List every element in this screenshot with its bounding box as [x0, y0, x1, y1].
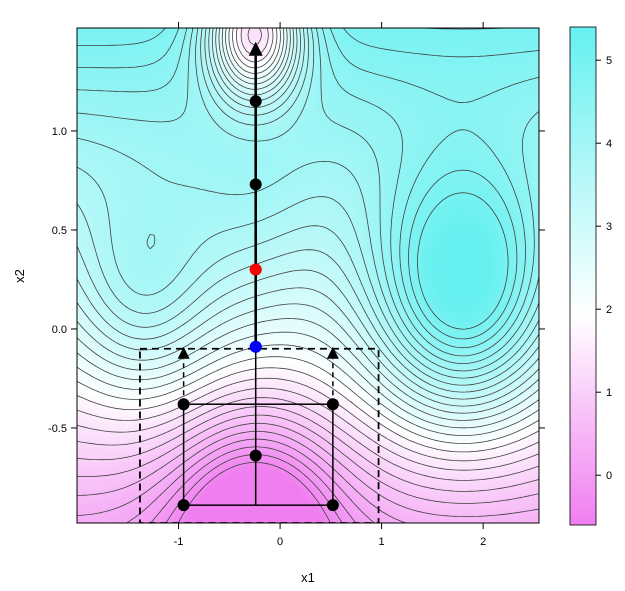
design-grid-box [182, 403, 334, 506]
x-tick-label: -1 [174, 536, 184, 548]
contour-line [77, 28, 539, 400]
y-axis-label: x2 [12, 269, 27, 283]
contour-line [77, 28, 539, 436]
x-axis-label: x1 [301, 570, 315, 585]
y-axis: -0.5 0.0 0.5 1.0 [48, 126, 545, 435]
y-tick-label: 0.0 [52, 324, 67, 336]
colorbar-tick-label: 0 [606, 470, 612, 482]
contour-line [77, 28, 539, 414]
path-point [249, 178, 262, 191]
contour-line [77, 406, 539, 492]
y-tick-label: 0.5 [52, 225, 67, 237]
plot-frame [76, 27, 540, 524]
colorbar-ramp [569, 26, 597, 526]
contour-line [77, 28, 539, 372]
design-point [326, 398, 339, 411]
contour-line [177, 462, 331, 523]
plot-area: -1 0 1 2 -0.5 0.0 0.5 1.0 x1 x2 [12, 22, 545, 585]
path-point [249, 449, 262, 462]
search-path-overlay [139, 41, 380, 523]
contour-line [77, 28, 539, 349]
colorbar-tick-label: 4 [606, 138, 612, 150]
highlight-point [249, 263, 262, 276]
design-point [177, 398, 190, 411]
contour-line [77, 28, 539, 421]
contour-line [77, 28, 539, 364]
contour-line [77, 28, 539, 407]
y-tick-label: -0.5 [48, 423, 67, 435]
x-axis: -1 0 1 2 [174, 22, 486, 548]
colorbar-tick-label: 2 [606, 304, 612, 316]
contour-line [77, 28, 539, 357]
contour-line [77, 28, 539, 340]
design-point [177, 499, 190, 512]
contour-lines [77, 28, 539, 523]
search-region-box [139, 347, 380, 523]
contour-line [417, 28, 509, 330]
contour-fill [77, 28, 539, 523]
side-arrowhead [326, 346, 339, 359]
x-tick-label: 1 [379, 536, 385, 548]
contour-line [77, 397, 539, 481]
highlight-point [249, 340, 262, 353]
contour-line [77, 422, 539, 517]
design-point [326, 499, 339, 512]
y-tick-label: 1.0 [52, 126, 67, 138]
contour-line [77, 28, 539, 379]
contour-line [77, 28, 539, 429]
contour-line [77, 28, 539, 386]
colorbar-tick-label: 1 [606, 387, 612, 399]
contour-line [77, 28, 539, 453]
colorbar: 0 1 2 3 4 5 [569, 26, 612, 526]
path-arrowhead [248, 41, 263, 56]
x-tick-label: 2 [480, 536, 486, 548]
contour-line [150, 446, 357, 523]
colorbar-tick-label: 3 [606, 221, 612, 233]
side-arrowhead [177, 346, 190, 359]
path-point [249, 95, 262, 108]
colorbar-axis: 0 1 2 3 4 5 [596, 55, 612, 482]
x-tick-label: 0 [277, 536, 283, 548]
contour-line [77, 430, 407, 523]
colorbar-tick-label: 5 [606, 55, 612, 67]
